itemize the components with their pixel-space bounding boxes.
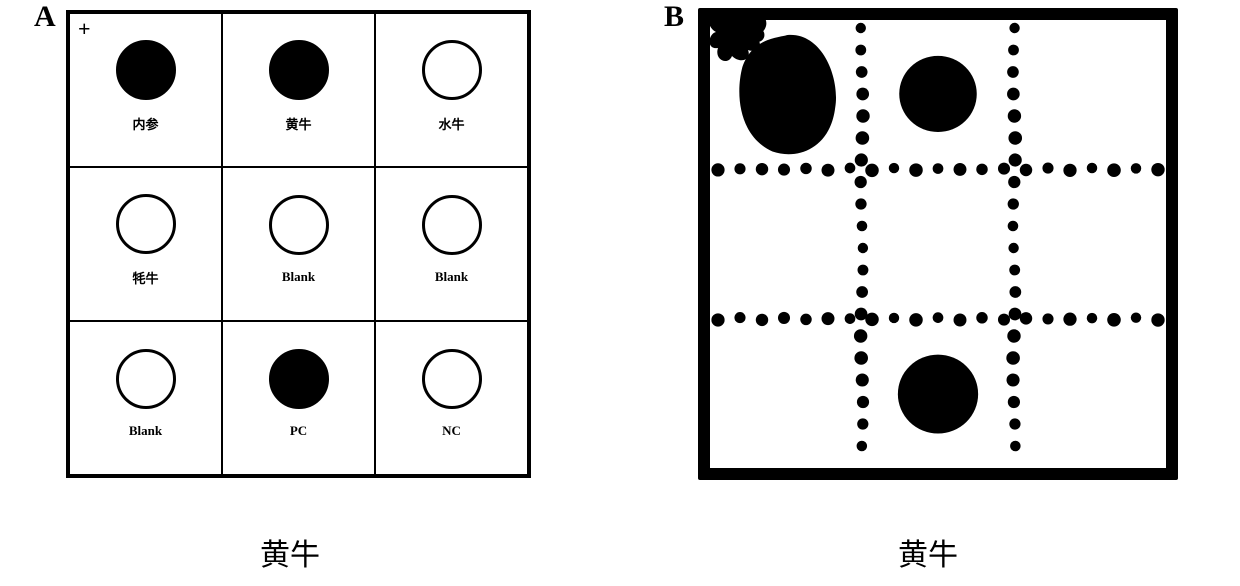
cell-label: 水牛 [438,114,464,133]
grid-cell: Blank [222,167,375,321]
spot-circle-icon [422,40,482,100]
grid-cell: Blank [375,167,528,321]
spot-circle-icon [116,194,176,254]
cell-label: 内参 [132,114,158,133]
cell-label: PC [290,423,307,439]
spot-circle-icon [422,349,482,409]
cell-label: 牦牛 [132,268,158,287]
cell-label: Blank [282,269,315,285]
grid-cell: 水牛 [375,13,528,167]
spot-circle-icon [116,349,176,409]
cell-label: Blank [129,423,162,439]
spot-circle-icon [116,40,176,100]
panel-a-label: A [34,0,56,34]
grid-cell: 黄牛 [222,13,375,167]
panel-b-label: B [664,0,684,34]
spot-circle-icon [269,349,329,409]
grid-cell: NC [375,321,528,475]
panel-b-svg [710,20,1166,468]
grid-cell: + 内参 [69,13,222,167]
panel-b-inner [710,20,1166,468]
grid-cell: 牦牛 [69,167,222,321]
panel-b-outer [698,8,1178,480]
spot-circle-icon [269,195,329,255]
panel-a-grid: + 内参 黄牛 水牛 牦牛 Blank Blank Blank PC NC [66,10,531,478]
grid-cell: Blank [69,321,222,475]
cell-label: 黄牛 [285,114,311,133]
cell-label: Blank [435,269,468,285]
panel-a-caption: 黄牛 [260,530,320,574]
cell-label: NC [442,423,461,439]
spot-circle-icon [269,40,329,100]
orientation-mark-icon: + [78,18,91,40]
panel-b-caption: 黄牛 [898,530,958,574]
grid-cell: PC [222,321,375,475]
spot-circle-icon [422,195,482,255]
